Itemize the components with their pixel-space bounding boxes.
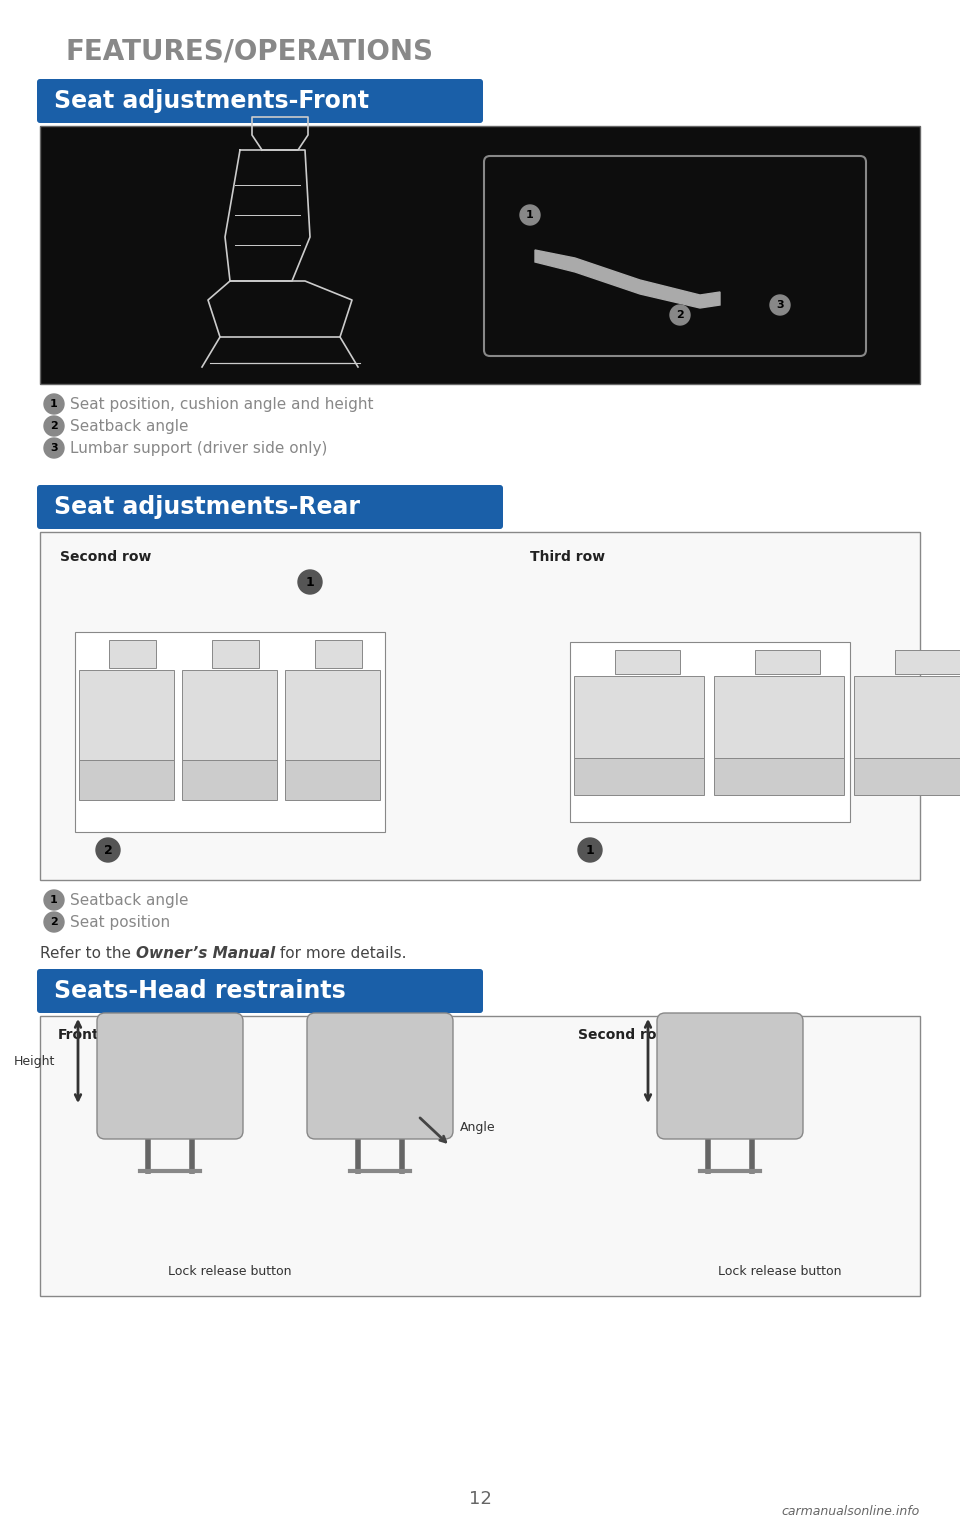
Bar — [212, 641, 259, 668]
Text: Lock release button: Lock release button — [718, 1266, 842, 1278]
Bar — [574, 757, 704, 796]
Text: 1: 1 — [305, 576, 314, 588]
Bar — [109, 641, 156, 668]
Text: Front: Front — [58, 1028, 100, 1041]
Circle shape — [44, 912, 64, 932]
Bar — [40, 126, 920, 384]
Text: 1: 1 — [526, 210, 534, 220]
Bar — [40, 1015, 920, 1296]
Circle shape — [298, 570, 322, 594]
Text: 1: 1 — [586, 843, 594, 857]
Bar — [854, 676, 960, 757]
Text: Seat adjustments-Rear: Seat adjustments-Rear — [54, 495, 360, 519]
Text: Lock release button: Lock release button — [168, 1266, 292, 1278]
Bar — [79, 670, 174, 760]
Text: 2: 2 — [676, 310, 684, 319]
Bar — [714, 757, 844, 796]
Text: carmanualsonline.info: carmanualsonline.info — [781, 1505, 920, 1518]
Text: Seat position: Seat position — [70, 914, 170, 929]
Text: Seats-Head restraints: Seats-Head restraints — [54, 978, 346, 1003]
Text: Seat adjustments-Front: Seat adjustments-Front — [54, 89, 369, 114]
Text: 2: 2 — [50, 917, 58, 928]
Text: Second row: Second row — [578, 1028, 669, 1041]
FancyBboxPatch shape — [484, 157, 866, 356]
Circle shape — [770, 295, 790, 315]
Bar — [40, 531, 920, 880]
Bar — [182, 760, 277, 800]
Circle shape — [44, 438, 64, 458]
Bar — [895, 650, 960, 674]
Text: 1: 1 — [50, 399, 58, 409]
Bar — [574, 676, 704, 757]
Text: Refer to the: Refer to the — [40, 946, 136, 962]
Bar — [285, 760, 380, 800]
FancyBboxPatch shape — [307, 1014, 453, 1140]
FancyBboxPatch shape — [37, 969, 483, 1014]
Bar — [854, 757, 960, 796]
Text: 2: 2 — [50, 421, 58, 432]
Text: Owner’s Manual: Owner’s Manual — [136, 946, 276, 962]
FancyBboxPatch shape — [37, 485, 503, 528]
Circle shape — [44, 395, 64, 415]
Text: Seatback angle: Seatback angle — [70, 418, 188, 433]
Circle shape — [578, 839, 602, 862]
Text: Seatback angle: Seatback angle — [70, 892, 188, 908]
Text: Angle: Angle — [460, 1121, 495, 1135]
Text: Height: Height — [13, 1055, 55, 1068]
Bar — [79, 760, 174, 800]
Bar — [714, 676, 844, 757]
Circle shape — [44, 889, 64, 909]
Text: Second row: Second row — [60, 550, 152, 564]
Bar — [315, 641, 362, 668]
Circle shape — [96, 839, 120, 862]
FancyBboxPatch shape — [37, 78, 483, 123]
Bar — [570, 642, 850, 822]
Text: 3: 3 — [777, 300, 783, 310]
Circle shape — [670, 306, 690, 326]
Bar — [75, 631, 385, 833]
Circle shape — [44, 416, 64, 436]
Text: 2: 2 — [104, 843, 112, 857]
FancyBboxPatch shape — [97, 1014, 243, 1140]
Text: 12: 12 — [468, 1490, 492, 1508]
Text: FEATURES/OPERATIONS: FEATURES/OPERATIONS — [65, 38, 433, 66]
Bar — [182, 670, 277, 760]
Text: 3: 3 — [50, 442, 58, 453]
FancyBboxPatch shape — [657, 1014, 803, 1140]
Text: for more details.: for more details. — [276, 946, 407, 962]
Bar — [285, 670, 380, 760]
Bar — [615, 650, 680, 674]
Polygon shape — [535, 250, 720, 309]
Text: Third row: Third row — [530, 550, 605, 564]
Text: 1: 1 — [50, 895, 58, 905]
Text: Lumbar support (driver side only): Lumbar support (driver side only) — [70, 441, 327, 456]
Text: Seat position, cushion angle and height: Seat position, cushion angle and height — [70, 396, 373, 412]
Bar — [755, 650, 820, 674]
Circle shape — [520, 204, 540, 224]
